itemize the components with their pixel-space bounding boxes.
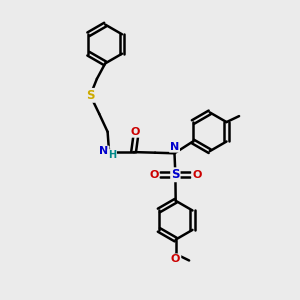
Text: H: H (108, 150, 116, 160)
Text: O: O (149, 170, 159, 180)
Text: O: O (131, 127, 140, 137)
Text: S: S (86, 89, 94, 102)
Text: O: O (171, 254, 180, 264)
Text: N: N (170, 142, 179, 152)
Text: S: S (171, 168, 180, 181)
Text: O: O (192, 170, 202, 180)
Text: N: N (99, 146, 109, 157)
